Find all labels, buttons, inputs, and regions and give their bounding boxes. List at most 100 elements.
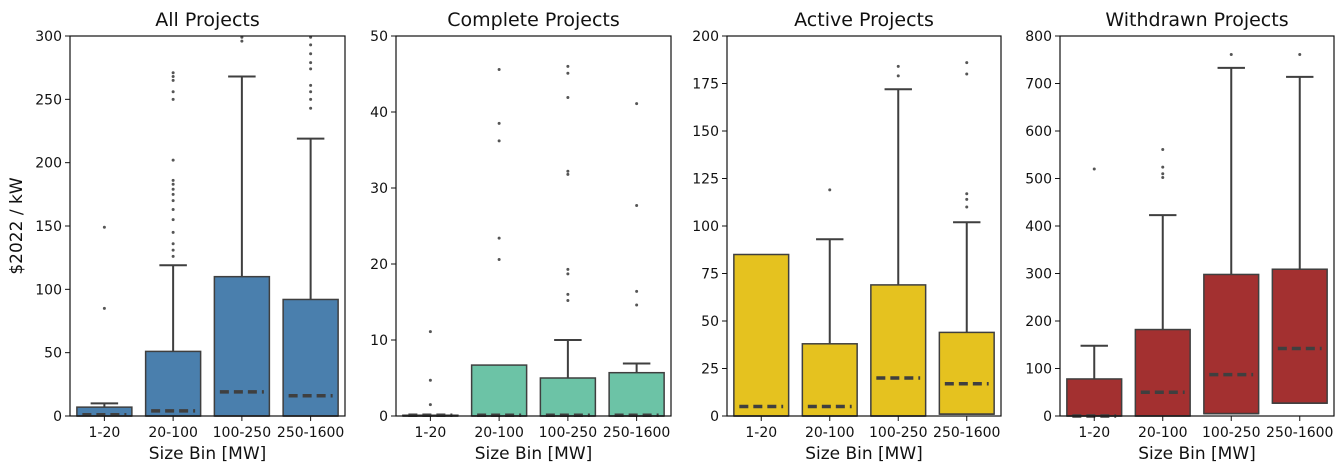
outlier-point (428, 403, 432, 407)
outlier-point (102, 225, 106, 229)
outlier-point (1161, 176, 1165, 180)
outlier-point (497, 121, 501, 125)
outlier-point (171, 78, 175, 82)
outlier-point (1092, 167, 1096, 171)
y-tick-label: 200 (692, 29, 719, 45)
outlier-point (171, 218, 175, 222)
outlier-point (309, 61, 313, 65)
box (801, 343, 858, 417)
y-tick-label: 50 (701, 314, 719, 330)
y-tick-label: 50 (370, 29, 388, 45)
outlier-point (896, 74, 900, 78)
plot-frame (1059, 35, 1335, 417)
outlier-point (102, 306, 106, 310)
y-tick-label: 400 (1025, 219, 1052, 235)
outlier-point (171, 242, 175, 246)
outlier-point (635, 303, 639, 307)
box (1271, 268, 1328, 404)
outlier-point (428, 330, 432, 334)
outlier-point (828, 188, 832, 192)
outlier-point (566, 272, 570, 276)
outlier-point (566, 172, 570, 176)
y-tick-label: 20 (370, 257, 388, 273)
chart-title: Active Projects (794, 9, 934, 31)
outlier-point (965, 197, 969, 201)
x-axis-label: Size Bin [MW] (805, 444, 923, 464)
outlier-point (309, 43, 313, 47)
outlier-point (1229, 53, 1233, 57)
outlier-point (171, 75, 175, 79)
y-tick-label: 200 (35, 156, 62, 172)
outlier-point (1161, 165, 1165, 169)
y-tick-label: 50 (44, 346, 62, 362)
outlier-point (240, 39, 244, 43)
x-tick-label: 20-100 (474, 425, 524, 441)
plot-frame (726, 35, 1002, 417)
x-tick-label: 100-250 (213, 425, 272, 441)
outlier-point (635, 102, 639, 106)
y-tick-label: 0 (710, 409, 719, 425)
outlier-point (171, 208, 175, 212)
x-tick-label: 100-250 (539, 425, 598, 441)
x-tick-label: 20-100 (148, 425, 198, 441)
chart-title: Complete Projects (447, 9, 620, 31)
outlier-point (566, 71, 570, 75)
box (1066, 378, 1123, 417)
box (282, 298, 339, 417)
y-tick-label: 300 (1025, 267, 1052, 283)
x-tick-label: 1-20 (745, 425, 777, 441)
outlier-point (171, 199, 175, 203)
y-tick-label: 150 (692, 124, 719, 140)
box (1203, 273, 1260, 415)
x-tick-label: 1-20 (1078, 425, 1110, 441)
y-tick-label: 75 (701, 267, 719, 283)
y-tick-label: 100 (692, 219, 719, 235)
x-tick-label: 100-250 (1202, 425, 1261, 441)
outlier-point (566, 267, 570, 271)
outlier-point (1161, 148, 1165, 152)
outlier-point (171, 97, 175, 101)
outlier-point (497, 236, 501, 240)
plot-frame (69, 35, 346, 417)
outlier-point (566, 169, 570, 173)
x-tick-label: 1-20 (88, 425, 120, 441)
y-tick-label: 30 (370, 181, 388, 197)
y-tick-label: 800 (1025, 29, 1052, 45)
y-tick-label: 0 (379, 409, 388, 425)
box (213, 275, 271, 417)
outlier-point (171, 230, 175, 234)
y-tick-label: 250 (35, 92, 62, 108)
chart-title: All Projects (155, 9, 260, 31)
outlier-point (635, 289, 639, 293)
chart-title: Withdrawn Projects (1105, 9, 1288, 31)
y-tick-label: 25 (701, 362, 719, 378)
y-tick-label: 500 (1025, 172, 1052, 188)
x-tick-label: 250-1600 (277, 425, 344, 441)
outlier-point (1161, 172, 1165, 176)
panel-4: 0 100 200 300 400 500 600 700 800 1-20 20-100 100-2… (1025, 9, 1335, 464)
outlier-point (171, 71, 175, 75)
outlier-point (497, 257, 501, 261)
outlier-point (566, 64, 570, 68)
y-tick-label: 0 (53, 409, 62, 425)
outlier-point (171, 90, 175, 94)
outlier-point (309, 83, 313, 87)
outlier-point (965, 205, 969, 209)
outlier-point (566, 96, 570, 100)
outlier-point (497, 67, 501, 71)
x-tick-label: 250-1600 (933, 425, 1000, 441)
outlier-point (309, 52, 313, 56)
outlier-point (171, 248, 175, 252)
x-axis-label: Size Bin [MW] (149, 444, 267, 464)
y-tick-label: 100 (35, 282, 62, 298)
x-tick-label: 250-1600 (603, 425, 670, 441)
y-tick-label: 150 (35, 219, 62, 235)
outlier-point (566, 292, 570, 296)
outlier-point (635, 203, 639, 207)
outlier-point (309, 67, 313, 71)
box (1134, 328, 1191, 417)
x-tick-label: 1-20 (414, 425, 446, 441)
y-axis-label: $2022 / kW (7, 177, 27, 274)
outlier-point (965, 72, 969, 76)
